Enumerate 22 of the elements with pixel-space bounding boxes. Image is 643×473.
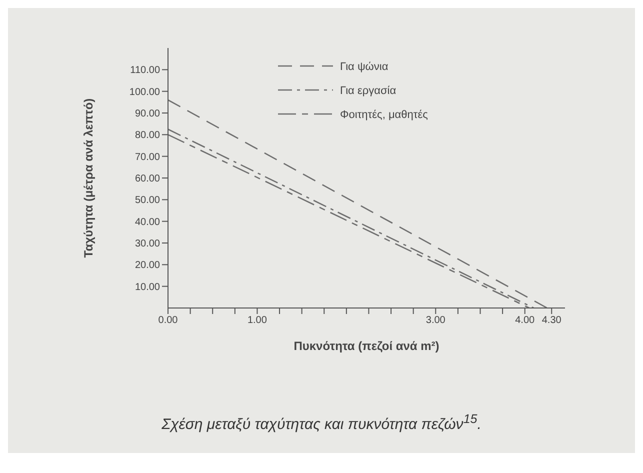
- legend-label: Φοιτητές, μαθητές: [340, 109, 428, 121]
- y-tick-label: 70.00: [134, 152, 160, 163]
- x-tick-label: 1.00: [247, 315, 268, 326]
- x-tick-label: 3.00: [426, 315, 446, 326]
- y-axis-title: Ταχύτητα (μέτρα ανά λεπτό): [81, 98, 96, 258]
- x-tick-label: 4.00: [515, 315, 536, 326]
- text: Σχέση μεταξύ ταχύτητας και πυκνότητα πεζών$^{15}$.: [160, 412, 482, 433]
- y-tick-label: 60.00: [134, 174, 160, 185]
- y-tick-label: 10.00: [134, 282, 160, 293]
- y-tick-label: 110.00: [130, 65, 160, 76]
- y-tick-label: 90.00: [134, 108, 160, 120]
- y-tick-label: 30.00: [134, 238, 160, 250]
- x-axis-title: Πυκνότητα (πεζοί ανά m²): [294, 339, 440, 353]
- y-tick-label: 40.00: [134, 216, 160, 228]
- y-tick-label: 20.00: [134, 260, 160, 272]
- x-tick-label: 0.00: [158, 315, 178, 326]
- legend-label: Για εργασία: [340, 85, 397, 97]
- y-tick-label: 50.00: [134, 195, 160, 206]
- legend-label: Για ψώνια: [340, 61, 389, 73]
- y-tick-label: 100.00: [129, 86, 160, 98]
- x-tick-label: 4.30: [542, 315, 562, 326]
- y-tick-label: 80.00: [134, 130, 160, 142]
